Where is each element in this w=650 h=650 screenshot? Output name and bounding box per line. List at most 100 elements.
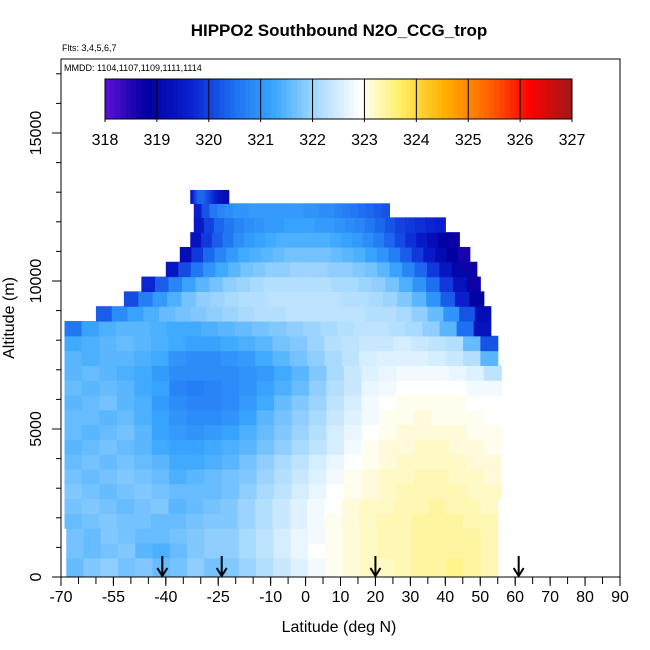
colorbar-swatch bbox=[208, 79, 215, 119]
heatmap-cell bbox=[186, 439, 205, 455]
heatmap-cell bbox=[116, 468, 135, 485]
heatmap-cell bbox=[448, 483, 467, 500]
heatmap-cell bbox=[204, 439, 223, 455]
heatmap-cell bbox=[256, 468, 275, 485]
heatmap-cell bbox=[141, 276, 156, 292]
heatmap-cell bbox=[222, 276, 237, 292]
heatmap-cell bbox=[274, 454, 293, 470]
heatmap-cell bbox=[274, 409, 293, 426]
y-tick-label: 5000 bbox=[28, 411, 45, 447]
heatmap-cell bbox=[376, 350, 395, 366]
heatmap-cell bbox=[248, 203, 257, 218]
heatmap-cell bbox=[431, 424, 450, 440]
colorbar-swatch bbox=[219, 79, 225, 119]
heatmap-cell bbox=[317, 276, 332, 292]
heatmap-cell bbox=[326, 468, 345, 485]
heatmap-cell bbox=[204, 557, 223, 577]
heatmap-cell bbox=[427, 306, 444, 322]
heatmap-cell bbox=[224, 189, 227, 204]
heatmap-cell bbox=[448, 439, 467, 455]
colorbar-swatch bbox=[198, 79, 205, 119]
heatmap-cell bbox=[169, 454, 188, 470]
heatmap-cell bbox=[411, 291, 427, 307]
heatmap-cell bbox=[448, 232, 460, 248]
colorbar-swatch bbox=[322, 79, 329, 119]
heatmap-cell bbox=[428, 498, 447, 514]
heatmap-cell bbox=[359, 528, 378, 544]
heatmap-cell bbox=[361, 424, 380, 440]
heatmap-cell bbox=[378, 439, 397, 455]
heatmap-cell bbox=[463, 557, 482, 577]
heatmap-cell bbox=[483, 424, 502, 440]
arrow-head bbox=[369, 567, 382, 578]
heatmap-cell bbox=[134, 468, 153, 485]
heatmap-cell bbox=[221, 424, 240, 440]
heatmap-cell bbox=[274, 468, 293, 485]
heatmap-cell bbox=[307, 498, 326, 514]
heatmap-cell bbox=[256, 409, 275, 426]
heatmap-cell bbox=[99, 335, 118, 352]
heatmap-cell bbox=[237, 498, 256, 514]
y-axis-label: Altitude (m) bbox=[1, 277, 18, 359]
heatmap-cell bbox=[209, 203, 218, 218]
colorbar-swatch bbox=[561, 79, 568, 119]
heatmap-cell bbox=[265, 232, 277, 248]
heatmap-cell bbox=[309, 394, 328, 411]
heatmap-cell bbox=[255, 335, 274, 352]
heatmap-cell bbox=[159, 306, 176, 322]
heatmap-cell bbox=[81, 394, 101, 411]
heatmap-cell bbox=[445, 557, 464, 577]
heatmap-cell bbox=[396, 483, 415, 500]
heatmap-cell bbox=[99, 513, 118, 529]
heatmap-cell bbox=[342, 528, 361, 544]
heatmap-cell bbox=[340, 232, 353, 248]
heatmap-cell bbox=[185, 498, 204, 514]
heatmap-cell bbox=[411, 498, 429, 514]
x-tick-label: 30 bbox=[401, 589, 419, 606]
heatmap-cell bbox=[217, 203, 226, 218]
colorbar-swatch bbox=[162, 79, 168, 119]
heatmap-cell bbox=[453, 276, 468, 292]
colorbar-swatch bbox=[395, 79, 402, 119]
heatmap-cell bbox=[203, 335, 222, 352]
heatmap-cell bbox=[303, 320, 321, 337]
heatmap-cell bbox=[378, 365, 397, 381]
heatmap-cell bbox=[234, 320, 253, 337]
heatmap-cell bbox=[209, 276, 224, 292]
heatmap-cell bbox=[178, 261, 192, 278]
heatmap-cell bbox=[151, 380, 170, 396]
heatmap-cell bbox=[99, 454, 118, 470]
heatmap-cell bbox=[221, 454, 240, 470]
heatmap-cell bbox=[466, 468, 485, 485]
heatmap-cell bbox=[339, 291, 355, 307]
heatmap-cell bbox=[309, 380, 328, 396]
heatmap-cell bbox=[456, 320, 475, 337]
colorbar-swatch bbox=[312, 79, 319, 119]
heatmap-cell bbox=[311, 291, 326, 307]
heatmap-cell bbox=[64, 350, 83, 366]
colorbar-swatch bbox=[520, 79, 526, 119]
x-axis: -70 -55 -40 -25 -10 0 10 20 30 40 50 60 70 80 90 bbox=[49, 577, 629, 606]
heatmap-cell bbox=[195, 291, 211, 307]
heatmap-cell bbox=[394, 542, 413, 559]
heatmap-cell bbox=[249, 276, 264, 292]
heatmap-cell bbox=[290, 276, 305, 292]
heatmap-cell bbox=[272, 498, 291, 514]
colorbar-swatch bbox=[115, 79, 122, 119]
heatmap-cell bbox=[223, 217, 235, 233]
heatmap-cell bbox=[115, 320, 134, 337]
heatmap-cell bbox=[256, 424, 275, 440]
colorbar-swatch bbox=[431, 79, 438, 119]
heatmap-cell bbox=[394, 232, 407, 248]
heatmap-cell bbox=[439, 261, 453, 278]
heatmap-cell bbox=[64, 380, 83, 396]
heatmap-cell bbox=[256, 557, 274, 577]
heatmap-cell bbox=[426, 291, 442, 307]
heatmap-cell bbox=[272, 203, 281, 218]
colorbar-swatch bbox=[405, 79, 412, 119]
heatmap-cell bbox=[291, 468, 310, 485]
heatmap-cell bbox=[359, 350, 378, 366]
heatmap-cell bbox=[307, 557, 326, 577]
heatmap-cell bbox=[219, 189, 222, 204]
colorbar-swatch bbox=[416, 79, 423, 119]
